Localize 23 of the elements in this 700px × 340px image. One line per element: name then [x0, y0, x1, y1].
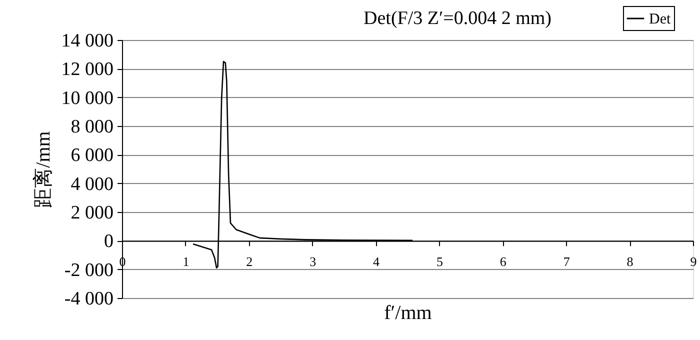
y-tick-label: 8 000 [70, 116, 114, 138]
x-tick-label: 2 [246, 254, 253, 270]
x-tick-label: 7 [563, 254, 570, 270]
x-tick-label: 8 [626, 254, 634, 270]
y-tick-label: 12 000 [61, 59, 114, 80]
x-tick-label: 3 [310, 254, 316, 270]
x-axis-title: f′/mm [384, 302, 432, 324]
x-tick-label: 4 [373, 254, 380, 270]
y-tick-label: 10 000 [61, 88, 114, 109]
y-tick-label: 6 000 [70, 145, 114, 166]
chart-title: Det(F/3 Z′=0.004 2 mm) [364, 8, 552, 29]
y-tick-label: 4 000 [70, 174, 114, 195]
y-tick-label: 2 000 [70, 202, 114, 224]
y-tick-label: 0 [104, 231, 114, 252]
legend-label: Det [649, 12, 672, 28]
x-tick-label: 6 [500, 254, 507, 270]
x-tick-label: 1 [182, 254, 190, 270]
x-tick-label: 5 [436, 254, 443, 270]
y-tick-label: -4 000 [64, 288, 114, 310]
y-tick-label: 14 000 [61, 30, 114, 52]
y-tick-label: -2 000 [64, 260, 114, 281]
y-axis-title: 距离/mm [32, 130, 54, 208]
x-tick-label: 9 [690, 254, 697, 270]
